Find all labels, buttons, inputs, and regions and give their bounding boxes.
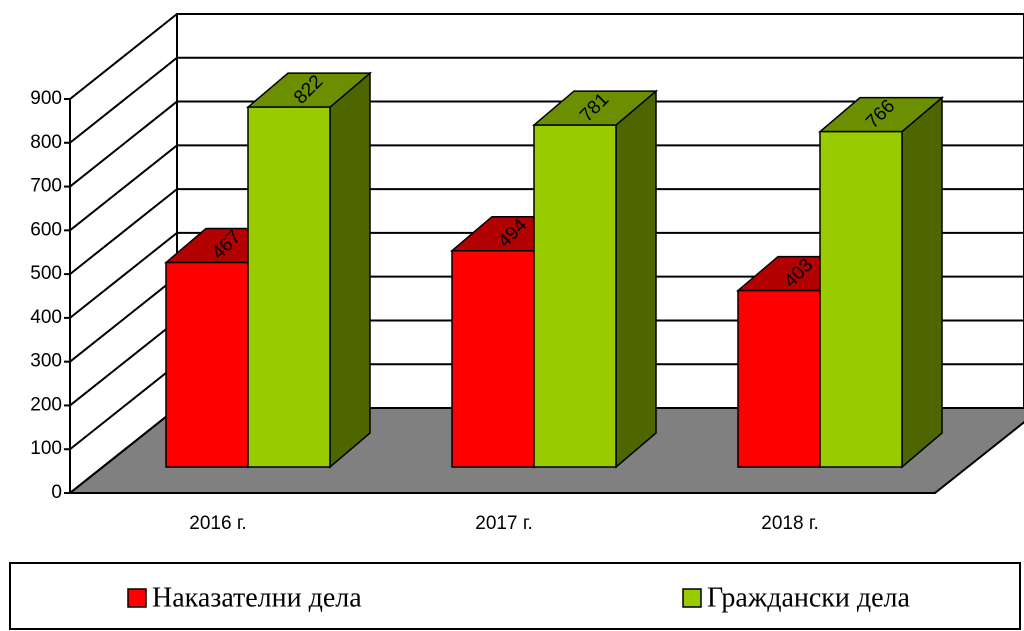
bar-front — [247, 106, 331, 468]
bar — [245, 71, 373, 469]
y-tick-label: 200 — [30, 394, 62, 415]
legend-label: Граждански дела — [707, 582, 911, 613]
bar-side — [901, 96, 943, 469]
y-tick-label: 500 — [30, 263, 62, 284]
legend-box — [9, 562, 1021, 630]
y-tick-label: 600 — [30, 219, 62, 240]
legend-swatch — [682, 588, 702, 608]
y-tick-label: 900 — [30, 88, 62, 109]
bar-side — [615, 89, 657, 469]
bar-front — [165, 261, 249, 468]
x-tick-label: 2018 г. — [761, 513, 818, 534]
bar-front — [451, 249, 535, 468]
x-tick-label: 2017 г. — [475, 513, 532, 534]
bar-front — [819, 130, 903, 468]
bar — [817, 96, 945, 469]
bar-front — [737, 289, 821, 468]
bar — [531, 89, 659, 469]
y-tick-label: 300 — [30, 351, 62, 372]
bar-side — [329, 71, 371, 469]
x-tick-label: 2016 г. — [189, 513, 246, 534]
legend-swatch — [127, 588, 147, 608]
y-tick-label: 400 — [30, 307, 62, 328]
y-tick-label: 0 — [51, 482, 62, 503]
bar-front — [533, 124, 617, 468]
legend-label: Наказателни дела — [152, 582, 362, 613]
y-tick-label: 700 — [30, 176, 62, 197]
y-tick-label: 100 — [30, 438, 62, 459]
y-tick-label: 800 — [30, 132, 62, 153]
